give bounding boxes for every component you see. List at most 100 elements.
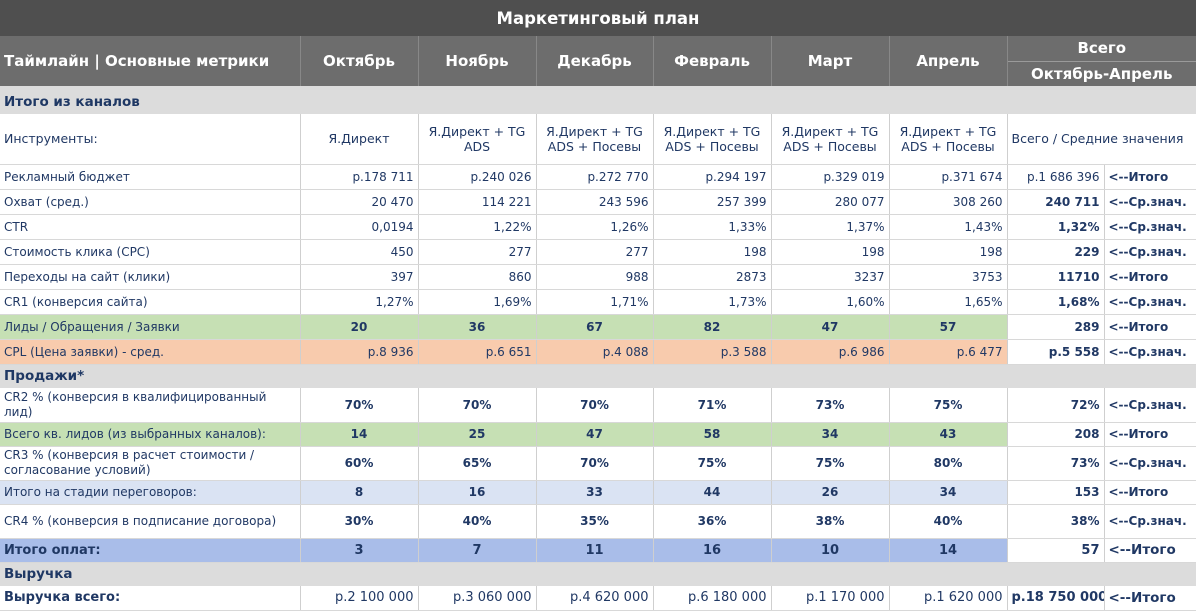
table-row-negotiation: Итого на стадии переговоров: 8 16 33 44 …: [0, 480, 1196, 505]
cell: 33: [536, 480, 654, 505]
section-title: Итого из каналов: [0, 90, 1196, 114]
table-row: CR2 % (конверсия в квалифицированный лид…: [0, 388, 1196, 423]
section-sales: Продажи*: [0, 364, 1196, 388]
cell: 7: [418, 538, 537, 563]
cell: 1,37%: [771, 214, 890, 240]
cell: р.6 986: [771, 339, 890, 365]
cell: 11: [536, 538, 654, 563]
cell: 80%: [889, 446, 1008, 481]
cell: 1,60%: [771, 289, 890, 315]
total-cell: 57: [1007, 538, 1105, 563]
total-note: <--Ср.знач.: [1104, 189, 1196, 215]
cell: 450: [300, 239, 419, 265]
table-row-leads: Лиды / Обращения / Заявки 20 36 67 82 47…: [0, 314, 1196, 340]
cell: 3237: [771, 264, 890, 290]
header-month: Ноябрь: [418, 36, 537, 86]
table-row: Охват (сред.) 20 470 114 221 243 596 257…: [0, 189, 1196, 215]
cell: 1,22%: [418, 214, 537, 240]
sheet-title: Маркетинговый план: [0, 0, 1196, 36]
total-cell: р.1 686 396: [1007, 164, 1105, 190]
table-row: Рекламный бюджет р.178 711 р.240 026 р.2…: [0, 164, 1196, 190]
cell: 277: [418, 239, 537, 265]
cell: 35%: [536, 504, 654, 539]
cell: 14: [889, 538, 1008, 563]
cell: 3753: [889, 264, 1008, 290]
cell: 60%: [300, 446, 419, 481]
cell: 20: [300, 314, 419, 340]
tool-cell: Я.Директ + TG ADS + Посевы: [536, 114, 654, 165]
cell: 73%: [771, 388, 890, 423]
cell: 1,33%: [653, 214, 772, 240]
total-note: <--Ср.знач.: [1104, 388, 1196, 423]
table-row: CR4 % (конверсия в подписание договора) …: [0, 504, 1196, 539]
table-row: CR3 % (конверсия в расчет стоимости / со…: [0, 446, 1196, 481]
section-revenue: Выручка: [0, 562, 1196, 586]
total-note: <--Итого: [1104, 586, 1196, 611]
tool-cell: Я.Директ + TG ADS + Посевы: [889, 114, 1008, 165]
cell: 1,43%: [889, 214, 1008, 240]
total-cell: 229: [1007, 239, 1105, 265]
cell: р.3 060 000: [418, 586, 537, 611]
cell: 988: [536, 264, 654, 290]
table-row-qualified: Всего кв. лидов (из выбранных каналов): …: [0, 422, 1196, 447]
row-label: Итого оплат:: [0, 538, 301, 563]
header-month: Март: [771, 36, 890, 86]
total-note: <--Итого: [1104, 164, 1196, 190]
total-cell: 1,68%: [1007, 289, 1105, 315]
cell: 860: [418, 264, 537, 290]
cell: 10: [771, 538, 890, 563]
total-note: <--Ср.знач.: [1104, 239, 1196, 265]
cell: 25: [418, 422, 537, 447]
cell: 75%: [889, 388, 1008, 423]
total-cell: 289: [1007, 314, 1105, 340]
cell: 34: [771, 422, 890, 447]
table-row-revenue: Выручка всего: р.2 100 000 р.3 060 000 р…: [0, 586, 1196, 611]
header-month: Декабрь: [536, 36, 654, 86]
cell: 75%: [653, 446, 772, 481]
cell: 71%: [653, 388, 772, 423]
row-label: Выручка всего:: [0, 586, 301, 611]
row-label: CPL (Цена заявки) - сред.: [0, 339, 301, 365]
tool-cell: Я.Директ + TG ADS: [418, 114, 537, 165]
total-note: <--Ср.знач.: [1104, 504, 1196, 539]
table-row-cpl: CPL (Цена заявки) - сред. р.8 936 р.6 65…: [0, 339, 1196, 365]
cell: 70%: [418, 388, 537, 423]
cell: р.272 770: [536, 164, 654, 190]
table-row-payments: Итого оплат: 3 7 11 16 10 14 57 <--Итого: [0, 538, 1196, 563]
cell: 0,0194: [300, 214, 419, 240]
cell: 67: [536, 314, 654, 340]
header-row-top: Таймлайн | Основные метрики Октябрь Нояб…: [0, 36, 1196, 86]
cell: 114 221: [418, 189, 537, 215]
cell: р.4 088: [536, 339, 654, 365]
cell: 3: [300, 538, 419, 563]
cell: 70%: [536, 388, 654, 423]
cell: р.8 936: [300, 339, 419, 365]
total-cell: 38%: [1007, 504, 1105, 539]
tools-row: Инструменты: Я.Директ Я.Директ + TG ADS …: [0, 114, 1196, 165]
total-cell: 153: [1007, 480, 1105, 505]
table-row: Переходы на сайт (клики) 397 860 988 287…: [0, 264, 1196, 290]
cell: 277: [536, 239, 654, 265]
cell: 65%: [418, 446, 537, 481]
row-label: CR1 (конверсия сайта): [0, 289, 301, 315]
cell: 75%: [771, 446, 890, 481]
cell: 198: [653, 239, 772, 265]
cell: 47: [771, 314, 890, 340]
total-note: <--Ср.знач.: [1104, 446, 1196, 481]
total-cell: 73%: [1007, 446, 1105, 481]
cell: 8: [300, 480, 419, 505]
metrics-table: Таймлайн | Основные метрики Октябрь Нояб…: [0, 36, 1196, 611]
cell: 36%: [653, 504, 772, 539]
cell: 20 470: [300, 189, 419, 215]
cell: р.1 620 000: [889, 586, 1008, 611]
cell: 1,69%: [418, 289, 537, 315]
total-note: <--Итого: [1104, 480, 1196, 505]
cell: 198: [771, 239, 890, 265]
header-timeline: Таймлайн | Основные метрики: [0, 36, 301, 86]
cell: 70%: [536, 446, 654, 481]
total-cell: р.5 558: [1007, 339, 1105, 365]
cell: 40%: [889, 504, 1008, 539]
row-label: CR3 % (конверсия в расчет стоимости / со…: [0, 446, 301, 481]
cell: р.3 588: [653, 339, 772, 365]
